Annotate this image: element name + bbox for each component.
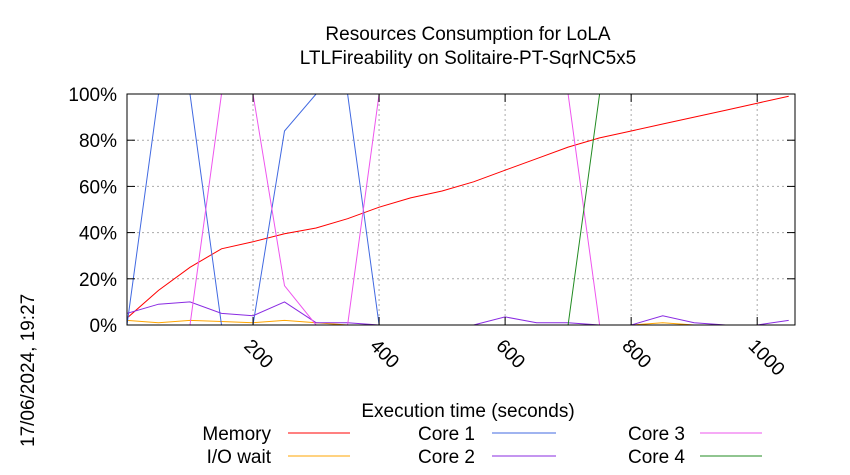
series-line-core-4 — [127, 93, 789, 326]
legend-label-i-o-wait: I/O wait — [207, 447, 272, 468]
legend-label-memory: Memory — [202, 424, 271, 445]
y-tick-label: 20% — [79, 270, 117, 291]
legend-label-core-2: Core 2 — [418, 447, 475, 468]
y-tick-label: 60% — [79, 177, 117, 198]
series-line-core-3 — [127, 93, 789, 326]
y-tick-label: 80% — [79, 131, 117, 152]
plot-frame — [126, 93, 796, 326]
x-tick-label: 200 — [240, 336, 277, 373]
chart-title: Resources Consumption for LoLA — [325, 24, 610, 45]
legend-label-core-3: Core 3 — [628, 424, 685, 445]
grid — [127, 94, 795, 325]
legend-label-core-4: Core 4 — [628, 447, 685, 468]
series-line-core-1 — [126, 93, 789, 326]
chart-subtitle: LTLFireability on Solitaire-PT-SqrNC5x5 — [300, 48, 637, 69]
series-line-i-o-wait — [126, 319, 789, 326]
y-ticks: 0% 20% 40% 60% 80% 100% — [68, 85, 795, 337]
series-lines — [126, 93, 789, 326]
y-tick-label: 100% — [68, 85, 117, 106]
legend-label-core-1: Core 1 — [418, 424, 475, 445]
x-tick-label: 600 — [492, 336, 529, 373]
x-axis-label: Execution time (seconds) — [361, 401, 574, 422]
y-tick-label: 40% — [79, 224, 117, 245]
x-ticks: 200 400 600 800 1000 — [240, 94, 789, 381]
timestamp-label: 17/06/2024, 19:27 — [18, 294, 39, 447]
x-tick-label: 800 — [618, 336, 655, 373]
y-tick-label: 0% — [90, 316, 118, 337]
series-line-memory — [126, 95, 789, 319]
x-tick-label: 1000 — [744, 336, 789, 381]
x-tick-label: 400 — [366, 336, 403, 373]
